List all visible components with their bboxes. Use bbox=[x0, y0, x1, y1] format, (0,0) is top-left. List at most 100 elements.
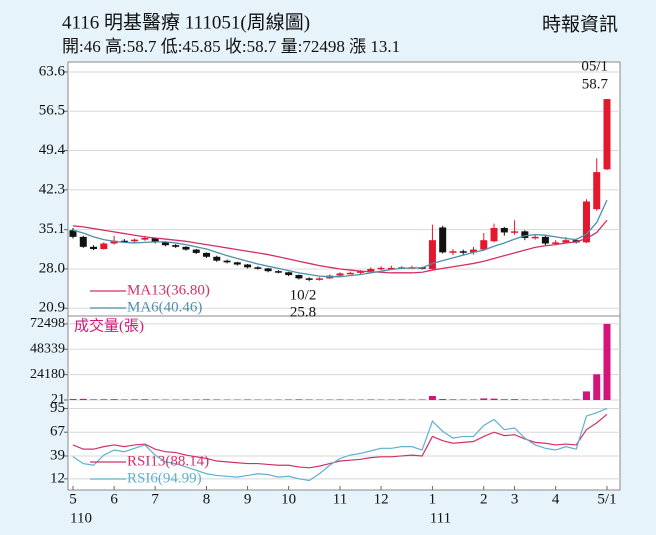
y-tick-label: 21 bbox=[51, 392, 65, 407]
legend-label: MA13(36.80) bbox=[127, 282, 210, 298]
y-tick-label: 72498 bbox=[30, 316, 65, 331]
candle-body bbox=[295, 275, 303, 279]
candle-body bbox=[521, 231, 529, 238]
candle-body bbox=[254, 267, 262, 269]
volume-bar bbox=[521, 399, 529, 400]
line bbox=[72, 219, 608, 274]
volume-bar bbox=[500, 399, 508, 400]
volume-bar bbox=[141, 399, 149, 400]
candle-body bbox=[161, 242, 169, 246]
candle-body bbox=[244, 264, 252, 268]
annotation: 58.7 bbox=[582, 76, 609, 92]
candle-body bbox=[285, 272, 293, 276]
candle-body bbox=[582, 201, 590, 243]
y-tick-label: 48339 bbox=[30, 341, 65, 356]
candle-body bbox=[593, 172, 601, 210]
candle-body bbox=[541, 236, 549, 244]
candle-body bbox=[459, 251, 467, 253]
candle-body bbox=[110, 240, 118, 244]
candle-body bbox=[367, 268, 375, 272]
volume-bar bbox=[151, 399, 159, 400]
volume-bar bbox=[418, 399, 426, 400]
candle-body bbox=[182, 246, 190, 250]
candle-body bbox=[357, 271, 365, 273]
annotation: 05/1 bbox=[581, 58, 608, 74]
candle-body bbox=[203, 252, 210, 257]
volume-bar bbox=[79, 398, 87, 400]
volume-bar bbox=[593, 374, 601, 400]
x-tick-label: 10 bbox=[281, 491, 296, 507]
x-tick-label: 2 bbox=[480, 491, 488, 507]
candle-body bbox=[100, 243, 108, 250]
volume-bar bbox=[582, 391, 590, 400]
candle-body bbox=[346, 272, 354, 275]
y-tick-label: 28.0 bbox=[39, 260, 65, 276]
volume-bar bbox=[120, 399, 128, 400]
annotation: 25.8 bbox=[290, 304, 316, 320]
volume-title: 成交量(張) bbox=[74, 316, 144, 334]
volume-bar bbox=[295, 399, 303, 400]
candle-body bbox=[233, 262, 241, 265]
candle-body bbox=[387, 267, 395, 270]
volume-bar bbox=[90, 399, 98, 400]
candle-body bbox=[500, 228, 508, 233]
volume-bar bbox=[285, 399, 293, 400]
candle-body bbox=[562, 240, 570, 243]
annotation: 10/2 bbox=[290, 287, 317, 303]
candle-body bbox=[315, 278, 323, 280]
candle-body bbox=[264, 268, 272, 272]
x-tick-label: 4 bbox=[552, 491, 560, 507]
volume-bar bbox=[428, 396, 436, 400]
volume-bar bbox=[203, 399, 210, 400]
x-year-label: 111 bbox=[430, 510, 451, 526]
volume-bar bbox=[367, 399, 375, 400]
x-tick-label: 12 bbox=[374, 491, 389, 507]
y-tick-label: 12 bbox=[50, 470, 65, 486]
x-tick-label: 1 bbox=[429, 491, 437, 507]
volume-bar bbox=[541, 399, 549, 400]
x-tick-label: 6 bbox=[110, 491, 118, 507]
candle-body bbox=[470, 249, 477, 253]
volume-bar bbox=[69, 399, 77, 400]
x-year-label: 110 bbox=[70, 510, 92, 526]
candle-body bbox=[90, 246, 98, 250]
x-tick-label: 11 bbox=[333, 491, 347, 507]
candle-body bbox=[531, 236, 539, 239]
volume-bar bbox=[336, 399, 344, 400]
candle-body bbox=[120, 240, 128, 243]
volume-bar bbox=[131, 399, 139, 400]
volume-bar bbox=[192, 399, 200, 400]
volume-bar bbox=[305, 399, 313, 400]
y-tick-label: 95 bbox=[50, 400, 65, 416]
y-tick-label: 42.3 bbox=[39, 181, 65, 197]
y-tick-label: 56.5 bbox=[39, 103, 65, 119]
volume-bar bbox=[470, 399, 477, 400]
x-tick-label: 7 bbox=[151, 491, 159, 507]
x-tick-label: 5/1 bbox=[597, 491, 616, 507]
volume-bar bbox=[459, 399, 467, 400]
volume-bar bbox=[439, 399, 447, 400]
volume-bar bbox=[511, 399, 519, 400]
candle-body bbox=[377, 267, 385, 270]
candle-body bbox=[69, 230, 77, 237]
volume-bar bbox=[182, 399, 190, 400]
candle-body bbox=[223, 260, 231, 263]
source: 時報資訊 bbox=[542, 13, 618, 35]
line bbox=[72, 407, 608, 482]
candle-body bbox=[449, 251, 457, 253]
y-tick-label: 24180 bbox=[30, 367, 65, 382]
y-tick-label: 20.9 bbox=[39, 300, 65, 316]
x-tick-label: 8 bbox=[203, 491, 211, 507]
y-tick-label: 63.6 bbox=[39, 63, 66, 79]
volume-bar bbox=[213, 399, 221, 400]
chart-subtitle: 開:46 高:58.7 低:45.85 收:58.7 量:72498 漲 13.… bbox=[62, 37, 400, 56]
candle-body bbox=[79, 236, 87, 247]
x-tick-label: 3 bbox=[511, 491, 519, 507]
candle-body bbox=[172, 245, 180, 247]
volume-bar bbox=[449, 399, 457, 400]
volume-bar bbox=[100, 399, 108, 400]
volume-bar bbox=[490, 398, 498, 400]
volume-bar bbox=[603, 323, 611, 400]
legend-label: RSI13(88.14) bbox=[127, 453, 209, 469]
